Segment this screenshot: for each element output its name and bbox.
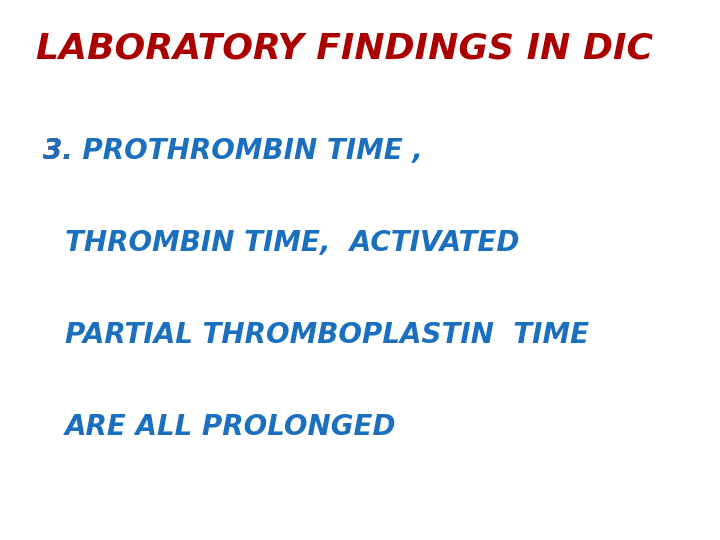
Text: 3. PROTHROMBIN TIME ,: 3. PROTHROMBIN TIME , <box>43 137 423 165</box>
Text: ARE ALL PROLONGED: ARE ALL PROLONGED <box>65 413 396 441</box>
Text: LABORATORY FINDINGS IN DIC: LABORATORY FINDINGS IN DIC <box>36 32 653 65</box>
Text: THROMBIN TIME,  ACTIVATED: THROMBIN TIME, ACTIVATED <box>65 229 519 257</box>
Text: PARTIAL THROMBOPLASTIN  TIME: PARTIAL THROMBOPLASTIN TIME <box>65 321 589 349</box>
Text: 3.: 3. <box>43 137 73 165</box>
